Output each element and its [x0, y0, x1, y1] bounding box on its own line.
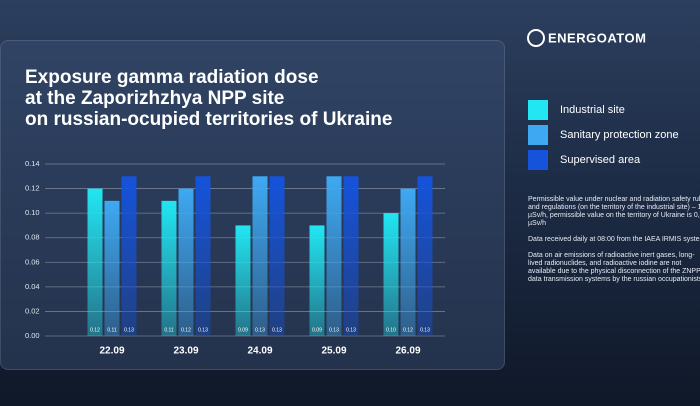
value-label: 0.13 [124, 327, 134, 333]
logo-icon [527, 29, 545, 47]
bar [326, 176, 342, 336]
note: Data received daily at 08:00 from the IA… [528, 236, 700, 243]
y-tick-label: 0.06 [25, 257, 40, 266]
value-label: 0.11 [107, 327, 117, 333]
value-label: 0.13 [272, 327, 282, 333]
y-tick-label: 0.14 [25, 159, 40, 168]
value-label: 0.13 [198, 327, 208, 333]
bar [178, 188, 194, 336]
value-label: 0.13 [329, 327, 339, 333]
note: Permissible value under nuclear and radi… [528, 196, 700, 227]
chart-title: Exposure gamma radiation dose [25, 67, 319, 88]
value-label: 0.11 [164, 327, 174, 333]
x-tick-label: 22.09 [99, 346, 124, 357]
bar [383, 213, 399, 336]
legend-swatch [528, 100, 548, 120]
y-tick-label: 0.04 [25, 282, 40, 291]
value-label: 0.12 [403, 327, 413, 333]
bar [235, 225, 251, 336]
bar [309, 225, 325, 336]
x-tick-label: 26.09 [395, 346, 420, 357]
bar [121, 176, 137, 336]
bar [161, 200, 177, 336]
legend-label: Supervised area [560, 154, 641, 166]
value-label: 0.09 [312, 327, 322, 333]
x-tick-label: 24.09 [247, 346, 272, 357]
bar [343, 176, 359, 336]
y-tick-label: 0.10 [25, 208, 40, 217]
bar [252, 176, 268, 336]
value-label: 0.13 [420, 327, 430, 333]
y-tick-label: 0.00 [25, 331, 40, 340]
chart-title: at the Zaporizhzhya NPP site [25, 88, 284, 109]
notes: Permissible value under nuclear and radi… [528, 196, 700, 292]
y-tick-label: 0.08 [25, 233, 40, 242]
bar [269, 176, 285, 336]
legend-label: Sanitary protection zone [560, 129, 679, 141]
x-tick-label: 25.09 [321, 346, 346, 357]
logo: ENERGOATOM [548, 30, 646, 45]
chart-title: on russian-ocupied territories of Ukrain… [25, 109, 392, 130]
value-label: 0.09 [238, 327, 248, 333]
bar [87, 188, 103, 336]
legend-label: Industrial site [560, 104, 625, 116]
bar [195, 176, 211, 336]
note: Data on air emissions of radioactive ine… [528, 252, 700, 283]
legend-swatch [528, 125, 548, 145]
value-label: 0.12 [90, 327, 100, 333]
y-tick-label: 0.12 [25, 184, 40, 193]
value-label: 0.10 [386, 327, 396, 333]
bar [400, 188, 416, 336]
value-label: 0.12 [181, 327, 191, 333]
legend-swatch [528, 150, 548, 170]
bar [417, 176, 433, 336]
y-tick-label: 0.02 [25, 306, 40, 315]
x-tick-label: 23.09 [173, 346, 198, 357]
value-label: 0.13 [346, 327, 356, 333]
value-label: 0.13 [255, 327, 265, 333]
bar [104, 200, 120, 336]
